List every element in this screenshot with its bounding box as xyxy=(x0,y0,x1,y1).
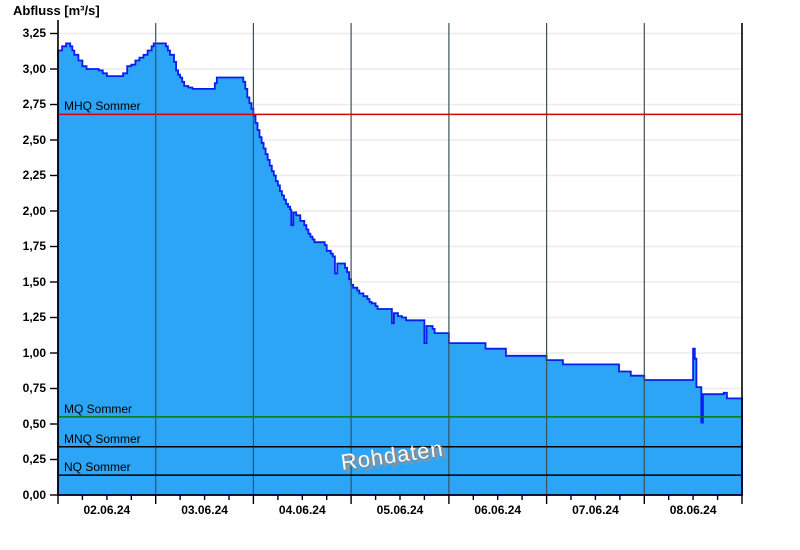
y-tick-label: 3,25 xyxy=(22,26,46,40)
x-tick-label: 03.06.24 xyxy=(181,503,228,517)
y-tick-label: 2,50 xyxy=(22,132,46,147)
x-tick-label: 04.06.24 xyxy=(278,503,326,517)
x-tick-label: 08.06.24 xyxy=(669,503,717,517)
y-tick-label: 1,00 xyxy=(22,345,46,360)
x-tick-label: 06.06.24 xyxy=(474,503,522,517)
x-tick-label: 07.06.24 xyxy=(572,503,619,517)
discharge-area-series xyxy=(57,42,743,496)
y-tick-label: 2,75 xyxy=(22,97,46,111)
mnq-sommer-label: MNQ Sommer xyxy=(64,431,141,446)
x-tick-label: 02.06.24 xyxy=(83,503,131,517)
y-tick-label: 2,25 xyxy=(22,168,46,182)
y-tick-label: 0,50 xyxy=(22,416,46,431)
y-tick-label: 2,00 xyxy=(22,203,46,218)
mq-sommer-label: MQ Sommer xyxy=(64,401,133,416)
x-tick-label: 05.06.24 xyxy=(376,503,424,517)
y-tick-label: 1,50 xyxy=(22,274,46,289)
y-tick-label: 0,25 xyxy=(22,452,46,466)
mhq-sommer-label: MHQ Sommer xyxy=(64,99,141,114)
y-tick-label: 1,75 xyxy=(22,239,46,253)
axis-ticks xyxy=(50,32,743,504)
reference-lines xyxy=(58,113,742,476)
y-tick-label: 3,00 xyxy=(22,61,46,76)
y-tick-label: 0,00 xyxy=(22,487,46,502)
y-tick-label: 1,25 xyxy=(22,310,46,324)
y-tick-label: 0,75 xyxy=(22,381,46,395)
chart-title: Abfluss [m³/s] xyxy=(13,3,100,18)
nq-sommer-label: NQ Sommer xyxy=(64,460,131,475)
